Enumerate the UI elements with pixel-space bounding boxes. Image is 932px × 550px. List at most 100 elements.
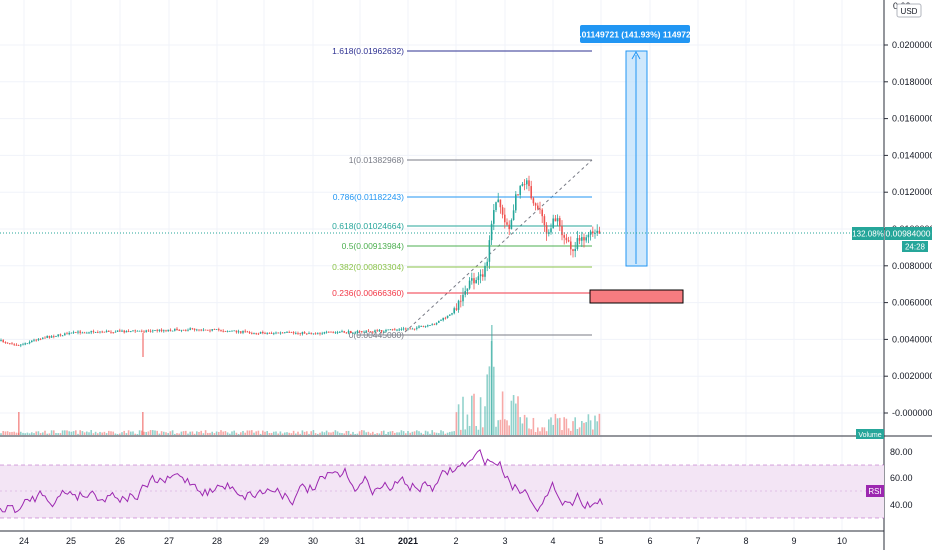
candle-body	[248, 332, 251, 334]
volume-bar	[418, 431, 420, 435]
time-tick-label: 25	[66, 536, 76, 546]
volume-bar	[312, 430, 315, 435]
price-tick-label: 0.01200000	[892, 187, 932, 197]
candle-body	[167, 329, 169, 331]
candle-body	[303, 332, 306, 334]
candle-body	[86, 332, 88, 334]
volume-bar	[72, 431, 75, 435]
fib-retracement[interactable]: 1.618(0.01962632) 1(0.01382968) 0.786(0.01…	[332, 46, 592, 340]
candle-body	[312, 333, 315, 335]
volume-bar	[215, 431, 218, 435]
candle-body	[39, 338, 42, 340]
time-tick-label: 29	[259, 536, 269, 546]
volume-bar	[523, 414, 526, 435]
candle-body	[134, 330, 136, 332]
volume-bar	[438, 433, 440, 435]
candle-body	[431, 324, 433, 326]
volume-bar	[486, 374, 488, 435]
volume-bar	[473, 393, 475, 435]
volume-bar	[482, 427, 484, 435]
volume-bar	[453, 431, 455, 435]
candle-body	[6, 342, 9, 344]
candle-body	[490, 223, 493, 241]
rsi-axis[interactable]: 80.00 60.00 40.00	[890, 447, 913, 510]
volume-bar	[103, 431, 106, 435]
volume-bar	[510, 400, 513, 435]
candle-body	[46, 335, 48, 338]
red-zone-box[interactable]	[589, 289, 684, 304]
candle-body	[578, 238, 581, 241]
candle-body	[486, 261, 488, 266]
volume-bar	[339, 432, 341, 435]
currency-box[interactable]	[896, 3, 922, 18]
candle-body	[13, 344, 15, 346]
candle-body	[242, 330, 244, 333]
candle-body	[510, 220, 513, 230]
candle-body	[598, 230, 601, 234]
volume-bar	[497, 420, 499, 435]
candle-body	[31, 340, 33, 343]
candle-body	[339, 332, 341, 333]
candle-body	[361, 331, 363, 333]
volume-bar	[83, 432, 86, 435]
candle-body	[72, 331, 75, 333]
current-price: 0.00984000	[886, 229, 931, 239]
time-axis[interactable]: 24 25 26 27 28 29 30 31 2021 2 3 4 5 6 7 8 9 10	[19, 536, 847, 546]
volume-bar	[336, 431, 339, 435]
volume-bar	[416, 430, 418, 435]
volume-bar	[229, 433, 231, 435]
candle-body	[317, 333, 319, 335]
volume-bar	[257, 430, 260, 435]
rsi-tick-label: 60.00	[890, 473, 913, 483]
candle-body	[488, 240, 491, 262]
candle-body	[556, 218, 559, 222]
candle-body	[545, 225, 548, 234]
volume-bar	[380, 431, 383, 435]
candle-body	[495, 202, 497, 211]
candle-body	[543, 216, 546, 226]
volume-bar	[468, 425, 471, 435]
candle-body	[156, 330, 158, 331]
volume-bar	[284, 432, 286, 435]
volume-bar	[413, 431, 416, 435]
measure-label: 0.01149721 (141.93%) 1149721	[574, 30, 695, 40]
volume-bar	[541, 427, 543, 435]
candle-body	[328, 331, 330, 333]
volume-bar	[396, 432, 398, 435]
candle-body	[350, 330, 352, 333]
time-tick-label: 2021	[398, 536, 418, 546]
candle-body	[152, 330, 154, 332]
volume-bar	[88, 432, 90, 435]
volume-bar	[233, 430, 235, 435]
candle-body	[471, 278, 473, 281]
candle-body	[123, 330, 125, 333]
candle-body	[477, 276, 480, 281]
volume-bar	[526, 417, 528, 435]
volume-bar	[585, 422, 587, 435]
candle-body	[427, 325, 429, 327]
candle-body	[136, 330, 139, 332]
countdown: 24:28	[905, 243, 926, 252]
volume-bar	[385, 433, 387, 435]
volume-bar	[6, 431, 9, 435]
candle-body	[517, 194, 519, 196]
volume-bar	[193, 433, 196, 435]
candle-body	[17, 345, 20, 346]
volume-bar	[528, 428, 530, 435]
volume-bar	[345, 430, 348, 435]
volume-bar	[308, 433, 310, 435]
volume-bar	[501, 391, 504, 435]
candle-body	[284, 332, 286, 334]
volume-bar	[475, 426, 477, 435]
volume-bar	[462, 396, 464, 435]
candle-body	[255, 333, 257, 334]
volume-bar	[147, 431, 150, 435]
candle-body	[202, 329, 205, 331]
candle-body	[222, 330, 224, 332]
fib-level-label: 0(0.00445000)	[349, 330, 404, 340]
candle-body	[363, 331, 365, 333]
volume-bar	[429, 433, 431, 435]
volume-bar	[466, 414, 469, 435]
volume-bar	[402, 431, 405, 435]
